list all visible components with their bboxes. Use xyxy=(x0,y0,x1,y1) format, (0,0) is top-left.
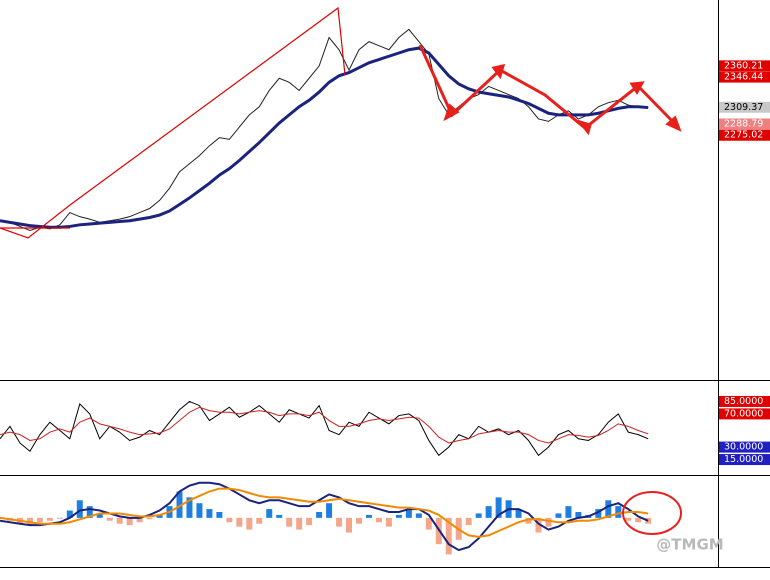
histogram-bar xyxy=(356,517,362,524)
level-label-box xyxy=(719,129,770,141)
level-label: 2346.44 xyxy=(724,72,763,83)
marks-layer xyxy=(0,28,652,555)
arrows xyxy=(418,44,682,136)
histogram-bar xyxy=(415,513,422,518)
level-label: 85.0000 xyxy=(724,396,763,407)
level-label: 2360.21 xyxy=(724,60,763,71)
histogram-bar xyxy=(56,517,63,519)
arrow-head xyxy=(491,63,506,80)
histogram-bar xyxy=(555,513,562,518)
histogram-bar xyxy=(535,517,542,533)
histogram-bar xyxy=(475,513,482,518)
histogram-bar xyxy=(206,509,213,518)
histogram-bar xyxy=(445,517,452,555)
histogram-bar xyxy=(306,517,313,526)
level-label-box xyxy=(719,101,770,113)
level-label: 2288.79 xyxy=(724,119,763,130)
histogram-bar xyxy=(336,517,343,527)
level-label: 15.0000 xyxy=(724,454,763,465)
histogram-bar xyxy=(256,517,263,524)
histogram-bar xyxy=(545,517,552,527)
histogram-bar xyxy=(66,510,73,518)
histogram-bar xyxy=(216,512,223,518)
histogram-bar xyxy=(365,514,372,518)
histogram-bar xyxy=(615,506,622,518)
level-label: 2309.37 xyxy=(724,102,763,113)
histogram-bar xyxy=(485,506,492,518)
trend-drawing xyxy=(0,6,346,239)
histogram-bar xyxy=(176,491,183,518)
histogram-bar xyxy=(425,517,432,530)
series-line xyxy=(0,406,649,444)
histogram-bar xyxy=(156,514,163,518)
histogram-bar xyxy=(186,497,193,518)
histogram-bar xyxy=(326,503,333,518)
level-label: 2275.02 xyxy=(724,130,763,141)
level-label-box xyxy=(719,118,770,130)
histogram-bar xyxy=(525,517,532,524)
series-line xyxy=(0,46,649,229)
histogram-bar xyxy=(106,517,113,521)
histogram-bar xyxy=(86,506,93,518)
histogram-bar xyxy=(116,517,123,524)
histogram-bar xyxy=(605,500,612,518)
level-label-box xyxy=(719,71,770,83)
histogram-bar xyxy=(36,517,43,523)
histogram-bar xyxy=(625,517,632,521)
histogram-bar xyxy=(266,509,273,518)
level-label-box xyxy=(719,441,770,453)
histogram-bar xyxy=(395,514,402,518)
histogram-bar xyxy=(46,517,53,521)
histogram-bar xyxy=(575,512,582,518)
level-label-box xyxy=(719,454,770,466)
histogram-bar xyxy=(346,517,353,533)
histogram-bar xyxy=(515,509,522,518)
histogram-bar xyxy=(236,517,243,527)
histogram-bar xyxy=(76,500,83,518)
watermark: @TMGM xyxy=(656,536,723,554)
histogram-bar xyxy=(565,506,572,518)
series-line xyxy=(0,400,649,457)
histogram-bar xyxy=(226,517,233,523)
histogram-bar xyxy=(635,517,642,523)
annotations xyxy=(0,6,346,239)
histogram-bar xyxy=(136,517,143,523)
highlight-circle xyxy=(622,491,682,535)
histogram-bar xyxy=(276,514,283,518)
arrow-head xyxy=(575,119,592,136)
arrow-head xyxy=(629,81,645,95)
histogram-bar xyxy=(495,497,502,518)
level-label-box xyxy=(719,408,770,420)
level-label-box xyxy=(719,395,770,407)
level-label: 70.0000 xyxy=(724,408,763,419)
histogram-bar xyxy=(405,509,412,518)
histogram-bar xyxy=(465,517,472,526)
histogram-bar xyxy=(286,517,293,527)
series-line xyxy=(0,487,649,538)
histogram-bar xyxy=(595,509,602,518)
histogram-bar xyxy=(96,513,103,518)
level-label: 30.0000 xyxy=(724,442,763,453)
histogram-bar xyxy=(196,503,203,518)
histogram-bar xyxy=(375,517,382,523)
arrow-head xyxy=(665,115,682,132)
histogram-bar xyxy=(316,512,323,518)
histogram-bar xyxy=(645,517,652,524)
histogram-bar xyxy=(146,517,153,520)
histogram-bar xyxy=(246,517,253,530)
arrow-head xyxy=(443,103,460,122)
level-label-box xyxy=(719,60,770,72)
histogram-bar xyxy=(385,517,392,527)
histogram-bar xyxy=(126,517,133,526)
histogram-bar xyxy=(296,517,303,530)
